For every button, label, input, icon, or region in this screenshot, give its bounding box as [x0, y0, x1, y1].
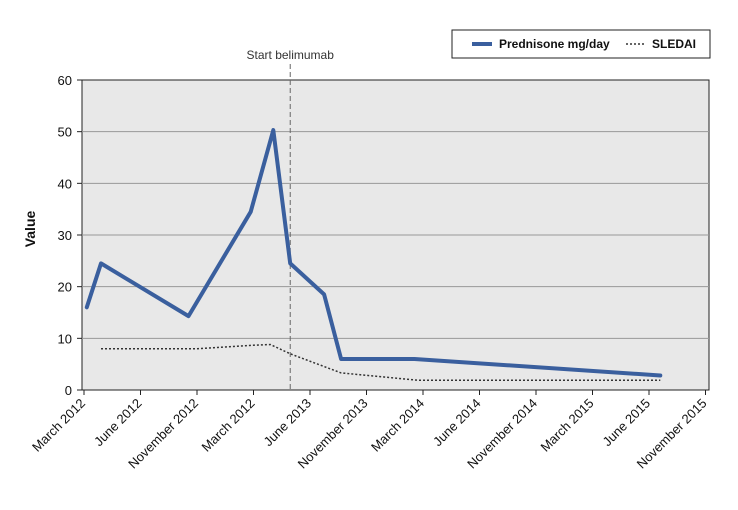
- x-tick-label-4: June 2013: [261, 396, 315, 450]
- series-line-1: [101, 343, 661, 381]
- gridlines: [82, 131, 709, 339]
- x-tick-label-6: March 2014: [368, 396, 427, 455]
- y-tick-label-30: 30: [58, 228, 72, 243]
- series-line-0: [84, 128, 663, 378]
- series-layer: [84, 128, 663, 381]
- legend-box: [451, 29, 711, 59]
- annotation-layer: Start belimumab: [247, 48, 335, 390]
- y-tick-label-40: 40: [58, 176, 72, 191]
- x-tick-label-0: March 2012: [29, 396, 88, 455]
- y-tick-label-20: 20: [58, 280, 72, 295]
- x-tick-label-9: March 2015: [537, 396, 596, 455]
- x-tick-label-1: June 2012: [91, 396, 145, 450]
- start-belimumab-label: Start belimumab: [247, 48, 335, 62]
- y-tick-label-0: 0: [65, 383, 72, 398]
- x-tick-label-10: June 2015: [600, 396, 654, 450]
- y-axis: 0 10 20 30 40 50 60: [58, 73, 82, 398]
- x-tick-label-3: March 2012: [198, 396, 257, 455]
- y-tick-label-50: 50: [58, 125, 72, 140]
- y-tick-label-10: 10: [58, 331, 72, 346]
- legend-label-sledai: SLEDAI: [652, 37, 696, 51]
- legend: Prednisone mg/day SLEDAI: [451, 29, 711, 59]
- y-axis-label: Value: [22, 211, 38, 248]
- y-tick-label-60: 60: [58, 73, 72, 88]
- legend-label-prednisone: Prednisone mg/day: [499, 37, 610, 51]
- x-tick-label-7: June 2014: [430, 396, 484, 450]
